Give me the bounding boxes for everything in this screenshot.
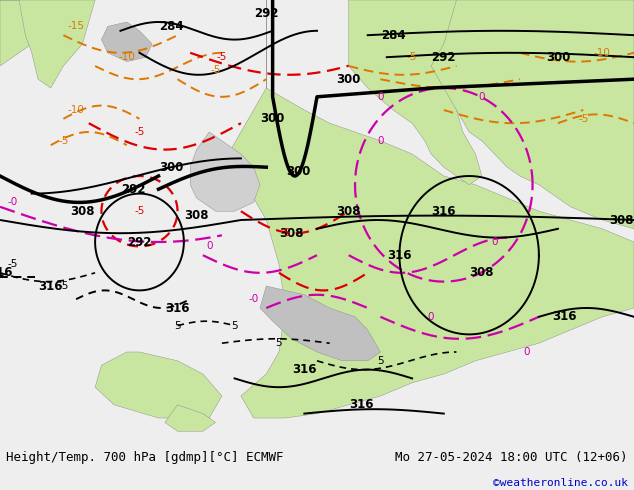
Text: ©weatheronline.co.uk: ©weatheronline.co.uk bbox=[493, 477, 628, 488]
Polygon shape bbox=[101, 22, 152, 62]
Text: 292: 292 bbox=[127, 236, 152, 248]
Text: 316: 316 bbox=[292, 363, 316, 376]
Text: -5: -5 bbox=[407, 52, 417, 62]
Text: -5: -5 bbox=[58, 136, 68, 146]
Text: 316: 316 bbox=[387, 249, 411, 262]
Text: -5: -5 bbox=[210, 65, 221, 75]
Text: 300: 300 bbox=[337, 73, 361, 86]
Text: 284: 284 bbox=[381, 29, 405, 42]
Text: -0: -0 bbox=[8, 197, 18, 207]
Text: -5: -5 bbox=[280, 228, 290, 238]
Polygon shape bbox=[260, 286, 380, 361]
Text: 308: 308 bbox=[609, 214, 633, 226]
Text: -5: -5 bbox=[134, 127, 145, 137]
Polygon shape bbox=[349, 0, 520, 185]
Text: -5: -5 bbox=[578, 114, 588, 124]
Polygon shape bbox=[0, 0, 51, 66]
Text: -10: -10 bbox=[68, 105, 84, 115]
Text: -0: -0 bbox=[249, 294, 259, 304]
Text: 308: 308 bbox=[280, 227, 304, 240]
Text: 316: 316 bbox=[165, 301, 190, 315]
Text: 292: 292 bbox=[254, 7, 278, 20]
Text: 308: 308 bbox=[337, 205, 361, 218]
Text: 308: 308 bbox=[70, 205, 94, 218]
Text: 300: 300 bbox=[159, 161, 183, 173]
Polygon shape bbox=[165, 405, 216, 431]
Text: -5: -5 bbox=[217, 52, 227, 62]
Polygon shape bbox=[431, 0, 634, 229]
Text: 308: 308 bbox=[470, 266, 494, 279]
Text: 0: 0 bbox=[377, 136, 384, 146]
Text: -10: -10 bbox=[119, 52, 135, 62]
Text: 5: 5 bbox=[174, 320, 181, 331]
Polygon shape bbox=[0, 0, 95, 88]
Text: -15: -15 bbox=[68, 22, 84, 31]
Text: 292: 292 bbox=[121, 183, 145, 196]
Text: 300: 300 bbox=[261, 112, 285, 125]
Text: 316: 316 bbox=[39, 279, 63, 293]
Text: 316: 316 bbox=[349, 398, 373, 411]
Text: 316: 316 bbox=[552, 310, 576, 323]
Text: 300: 300 bbox=[286, 165, 310, 178]
Text: 316: 316 bbox=[0, 266, 12, 279]
Text: -5: -5 bbox=[58, 281, 68, 291]
Text: Mo 27-05-2024 18:00 UTC (12+06): Mo 27-05-2024 18:00 UTC (12+06) bbox=[395, 451, 628, 464]
Text: 308: 308 bbox=[184, 209, 209, 222]
Text: 284: 284 bbox=[159, 20, 183, 33]
Text: 5: 5 bbox=[231, 320, 238, 331]
Text: 0: 0 bbox=[491, 237, 498, 247]
Text: 0: 0 bbox=[377, 92, 384, 102]
Text: 292: 292 bbox=[432, 50, 456, 64]
Text: -10: -10 bbox=[594, 48, 611, 58]
Text: -5: -5 bbox=[134, 206, 145, 216]
Polygon shape bbox=[190, 132, 260, 211]
Text: 300: 300 bbox=[546, 50, 570, 64]
Text: Height/Temp. 700 hPa [gdmp][°C] ECMWF: Height/Temp. 700 hPa [gdmp][°C] ECMWF bbox=[6, 451, 284, 464]
Text: 5: 5 bbox=[276, 338, 282, 348]
Text: 5: 5 bbox=[377, 356, 384, 366]
Text: 0: 0 bbox=[428, 312, 434, 322]
Text: 0: 0 bbox=[206, 242, 212, 251]
Text: 0: 0 bbox=[479, 92, 485, 102]
Text: -5: -5 bbox=[8, 259, 18, 269]
Text: 316: 316 bbox=[432, 205, 456, 218]
Text: 0: 0 bbox=[523, 347, 529, 357]
Polygon shape bbox=[95, 352, 222, 418]
Polygon shape bbox=[228, 0, 634, 418]
